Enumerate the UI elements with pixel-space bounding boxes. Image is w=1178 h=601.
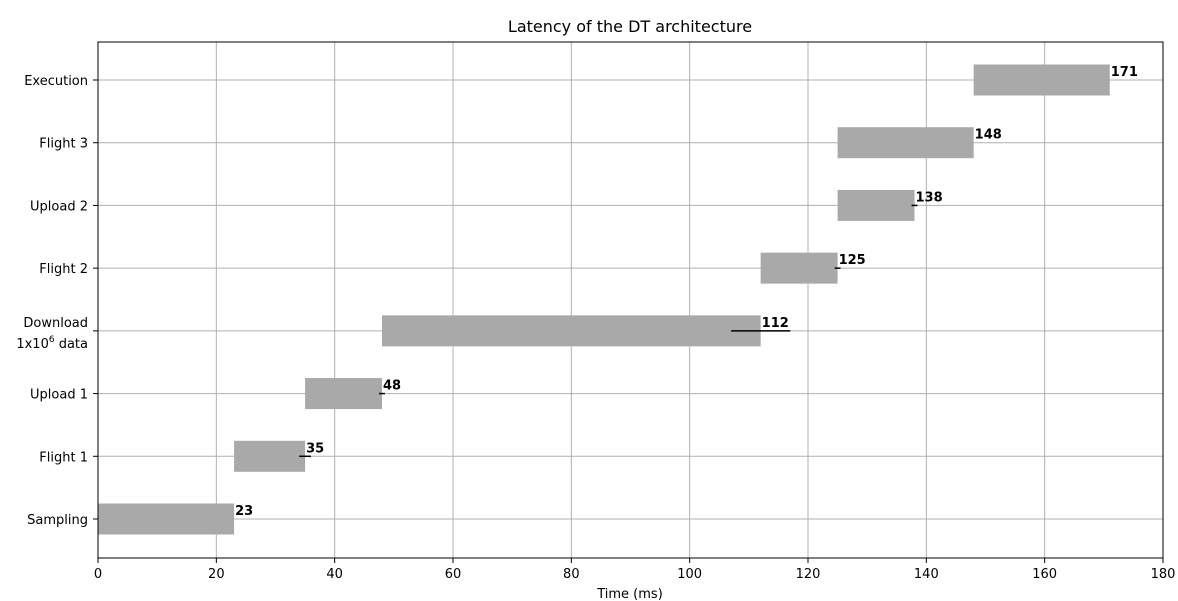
x-tick-label: 0 [94, 567, 102, 582]
data-label: 23 [235, 504, 253, 519]
bar [760, 252, 838, 284]
x-tick-labels: 0 20 40 60 80 100 120 140 160 180 [94, 558, 1176, 582]
bar [973, 64, 1110, 96]
bar [837, 127, 974, 159]
plot-frame [97, 41, 1164, 559]
data-label: 138 [916, 190, 943, 205]
x-tick-label: 40 [326, 567, 343, 582]
x-axis-label: Time (ms) [596, 587, 663, 601]
bars: 23 35 48 112 125 138 148 171 [98, 64, 1138, 535]
y-tick-label: Flight 3 [39, 137, 88, 152]
chart-title: Latency of the DT architecture [508, 17, 752, 36]
bar [98, 503, 235, 535]
y-tick-label: Download [23, 316, 88, 331]
data-label: 148 [975, 128, 1002, 143]
x-tick-label: 20 [208, 567, 225, 582]
data-label: 125 [839, 253, 866, 268]
x-tick-label: 120 [796, 567, 821, 582]
grid [97, 42, 1164, 558]
bar [305, 378, 382, 410]
y-tick-labels: Sampling Flight 1 Upload 1 Download 1x106 da… [16, 74, 98, 528]
x-tick-label: 180 [1151, 567, 1176, 582]
x-tick-label: 160 [1032, 567, 1057, 582]
y-tick-label: Upload 2 [30, 199, 88, 214]
y-tick-label: Flight 1 [39, 450, 88, 465]
y-tick-label: 1x106 data [16, 335, 88, 352]
x-tick-label: 140 [914, 567, 939, 582]
y-tick-label: Sampling [27, 513, 88, 528]
x-tick-label: 60 [445, 567, 462, 582]
data-label: 112 [762, 316, 789, 331]
x-tick-label: 80 [563, 567, 580, 582]
bar [382, 315, 761, 347]
x-tick-label: 100 [677, 567, 702, 582]
data-label: 35 [306, 441, 324, 456]
data-label: 48 [383, 379, 401, 394]
y-tick-label: Execution [24, 74, 88, 89]
bar [837, 189, 915, 221]
y-tick-label: Flight 2 [39, 262, 88, 277]
bar [234, 440, 306, 472]
data-label: 171 [1111, 65, 1138, 80]
y-tick-label: Upload 1 [30, 388, 88, 403]
